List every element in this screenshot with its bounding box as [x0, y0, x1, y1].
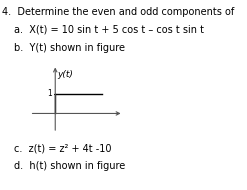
Text: 1: 1: [47, 89, 52, 98]
Text: c.  z(t) = z² + 4t -10: c. z(t) = z² + 4t -10: [14, 143, 111, 154]
Text: d.  h(t) shown in figure: d. h(t) shown in figure: [14, 161, 125, 171]
Text: 4.  Determine the even and odd components of: 4. Determine the even and odd components…: [2, 7, 235, 17]
Text: a.  X(t) = 10 sin t + 5 cos t – cos t sin t: a. X(t) = 10 sin t + 5 cos t – cos t sin…: [14, 25, 204, 35]
Text: b.  Y(t) shown in figure: b. Y(t) shown in figure: [14, 43, 124, 53]
Text: y(t): y(t): [57, 70, 73, 79]
